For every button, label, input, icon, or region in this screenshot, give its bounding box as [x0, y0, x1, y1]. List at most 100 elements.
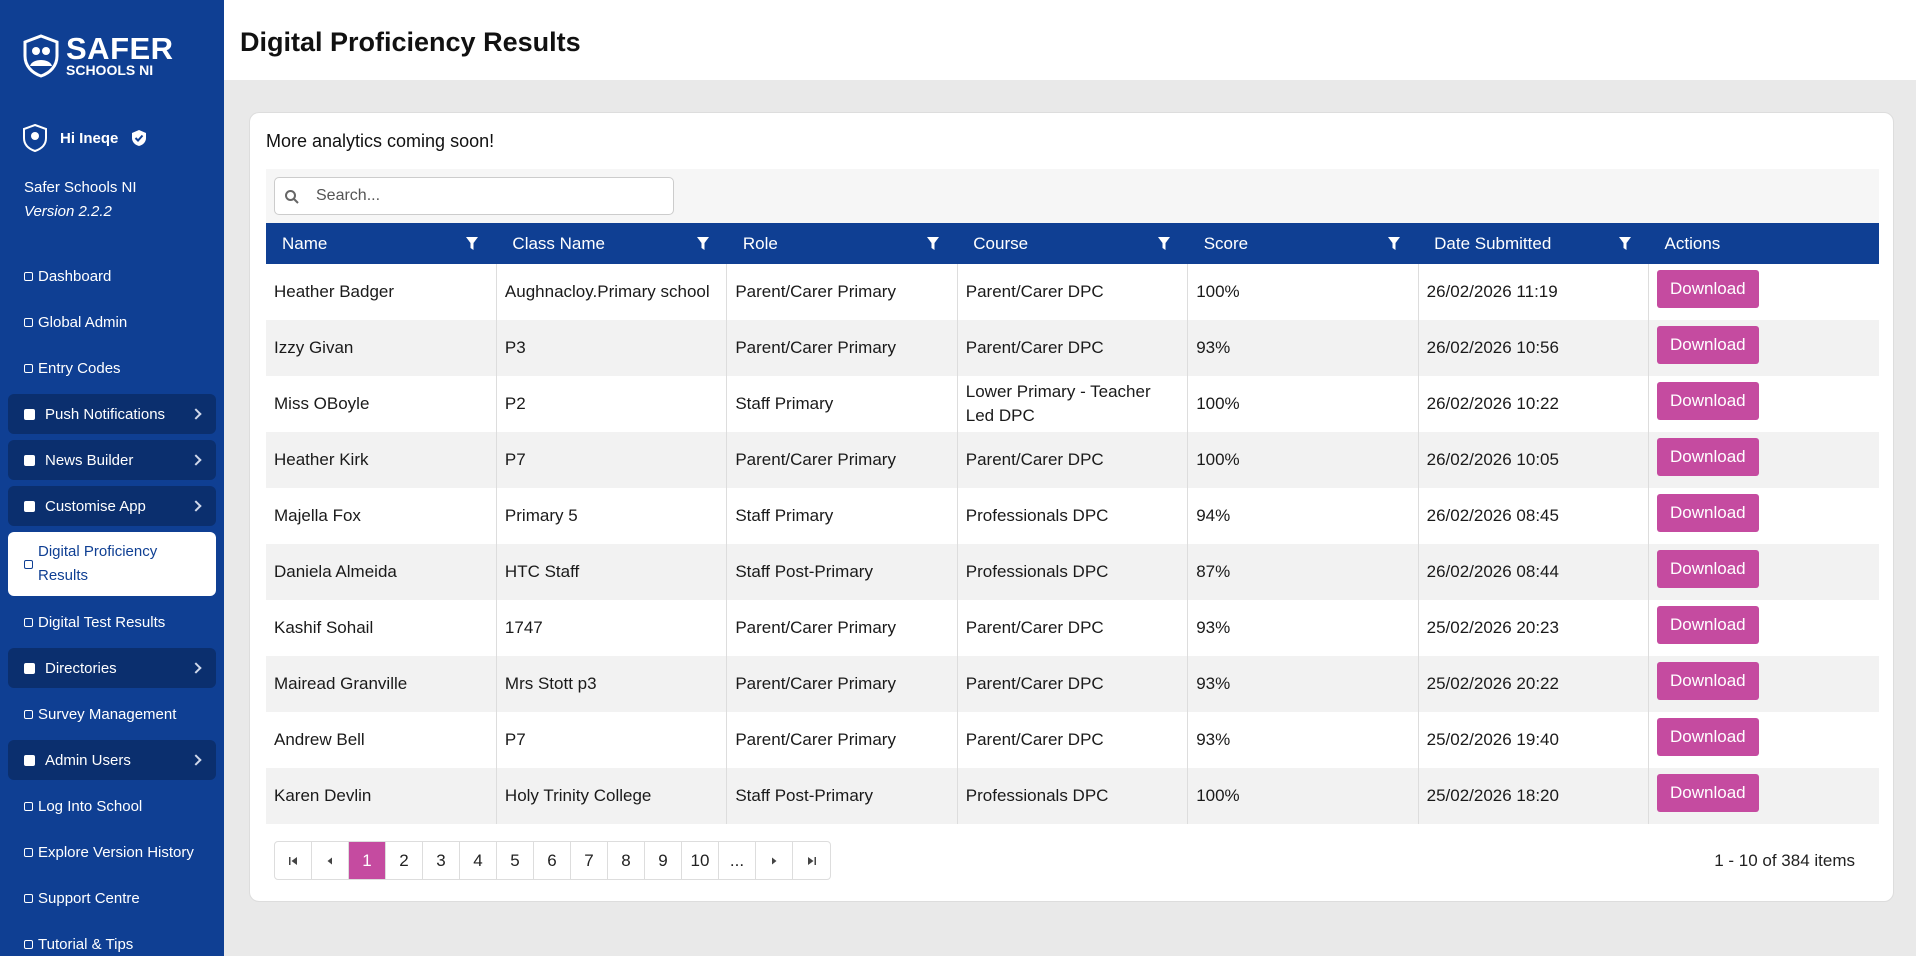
filter-icon[interactable] [1157, 237, 1170, 250]
table-cell: Parent/Carer DPC [957, 600, 1189, 656]
next-page[interactable] [756, 842, 793, 879]
page-button[interactable]: 9 [645, 842, 682, 879]
table-cell: Parent/Carer Primary [726, 432, 958, 488]
nav-icon [24, 454, 35, 466]
user-icon [23, 124, 47, 152]
column-label: Date Submitted [1434, 233, 1552, 253]
nav-item[interactable]: Survey Management [8, 694, 216, 734]
filter-icon[interactable] [927, 237, 940, 250]
table-cell: 26/02/2026 10:22 [1418, 376, 1650, 432]
last-page[interactable] [793, 842, 830, 879]
column-header[interactable]: Course [957, 223, 1188, 264]
page-button[interactable]: 5 [497, 842, 534, 879]
page-button[interactable]: 10 [682, 842, 719, 879]
table-cell: 93% [1187, 656, 1419, 712]
nav-icon [24, 408, 35, 420]
table-cell: Parent/Carer Primary [726, 264, 958, 320]
nav-item[interactable]: Directories [8, 648, 216, 688]
download-button[interactable]: Download [1657, 606, 1759, 644]
column-header[interactable]: Class Name [496, 223, 727, 264]
column-header[interactable]: Score [1187, 223, 1419, 264]
nav-chevron [190, 754, 202, 766]
page-button[interactable]: 3 [423, 842, 460, 879]
nav-item[interactable]: Entry Codes [8, 348, 216, 388]
search-placeholder: Search... [316, 187, 381, 204]
page-button[interactable]: 4 [460, 842, 497, 879]
download-button[interactable]: Download [1657, 774, 1759, 812]
download-button[interactable]: Download [1657, 326, 1759, 364]
results-card: More analytics coming soon! Search... Na… [249, 112, 1894, 902]
download-button[interactable]: Download [1657, 438, 1759, 476]
column-header[interactable]: Name [266, 223, 497, 264]
nav-item[interactable]: Digital Test Results [8, 602, 216, 642]
table-cell: Parent/Carer Primary [726, 600, 958, 656]
download-button[interactable]: Download [1657, 382, 1759, 420]
nav-item[interactable]: Push Notifications [8, 394, 216, 434]
nav-label: Support Centre [38, 889, 140, 907]
page-button[interactable]: 2 [386, 842, 423, 879]
table-cell: Mrs Stott p3 [496, 656, 728, 712]
table-cell: Parent/Carer Primary [726, 656, 958, 712]
table-cell: 25/02/2026 20:22 [1418, 656, 1650, 712]
table-cell: Heather Badger [266, 264, 497, 320]
nav-icon [24, 617, 33, 627]
action-cell: Download [1648, 432, 1879, 488]
nav-icon [24, 662, 35, 674]
page-button[interactable]: 8 [608, 842, 645, 879]
nav-item[interactable]: Global Admin [8, 302, 216, 342]
more-pages[interactable]: ... [719, 842, 756, 879]
page-button[interactable]: 6 [534, 842, 571, 879]
action-cell: Download [1649, 488, 1879, 544]
filter-icon[interactable] [466, 237, 479, 250]
logo[interactable]: SAFER SCHOOLS NI [22, 33, 174, 78]
table-cell: Karen Devlin [266, 768, 497, 824]
download-button[interactable]: Download [1657, 662, 1759, 700]
nav-item[interactable]: Digital Proficiency Results [8, 532, 216, 596]
search-input[interactable]: Search... [274, 177, 674, 215]
download-button[interactable]: Download [1657, 718, 1759, 756]
nav-label: Digital Proficiency Results [38, 543, 158, 584]
nav-label: Digital Test Results [38, 613, 166, 631]
table-cell: 1747 [496, 600, 728, 656]
column-header[interactable]: Actions [1648, 223, 1879, 264]
download-button[interactable]: Download [1657, 550, 1759, 588]
column-header[interactable]: Role [726, 223, 958, 264]
nav-item[interactable]: Customise App [8, 486, 216, 526]
page-button[interactable]: 7 [571, 842, 608, 879]
table-cell: Parent/Carer DPC [957, 432, 1189, 488]
nav-item[interactable]: Log Into School [8, 786, 216, 826]
column-header[interactable]: Date Submitted [1418, 223, 1649, 264]
filter-icon[interactable] [1618, 237, 1631, 250]
page-button[interactable]: 1 [349, 842, 386, 879]
prev-page[interactable] [312, 842, 349, 879]
nav-item[interactable]: Tutorial & Tips [8, 924, 216, 956]
nav-label: Global Admin [38, 313, 128, 331]
nav-label: Dashboard [38, 267, 112, 285]
action-cell: Download [1649, 712, 1879, 768]
download-button[interactable]: Download [1657, 494, 1759, 532]
table-row: Miss OBoyle P2 Staff Primary Lower Primary … [266, 376, 1879, 432]
nav-item[interactable]: Explore Version History [8, 832, 216, 872]
nav-item[interactable]: News Builder [8, 440, 216, 480]
nav-label: Push Notifications [45, 405, 166, 423]
download-button[interactable]: Download [1657, 270, 1759, 308]
nav-item[interactable]: Admin Users [8, 740, 216, 780]
table-row: Mairead Granville Mrs Stott p3 Parent/Care… [266, 656, 1879, 712]
nav-chevron [190, 662, 202, 674]
nav-item[interactable]: Dashboard [8, 256, 216, 296]
filter-icon[interactable] [696, 237, 709, 250]
table-cell: P2 [496, 376, 728, 432]
nav-icon [24, 709, 33, 719]
pager-arrow [327, 857, 332, 864]
table-cell: 26/02/2026 10:05 [1418, 432, 1650, 488]
table-cell: 26/02/2026 08:45 [1418, 488, 1650, 544]
action-cell: Download [1648, 320, 1879, 376]
table-cell: Lower Primary - Teacher Led DPC [957, 376, 1189, 432]
logo-shield [23, 34, 59, 78]
nav-item[interactable]: Support Centre [8, 878, 216, 918]
table-cell: Majella Fox [266, 488, 497, 544]
table-row: Kashif Sohail 1747 Parent/Carer Primary Par… [266, 600, 1879, 656]
first-page[interactable] [275, 842, 312, 879]
table-cell: 87% [1187, 544, 1419, 600]
filter-icon[interactable] [1388, 237, 1401, 250]
